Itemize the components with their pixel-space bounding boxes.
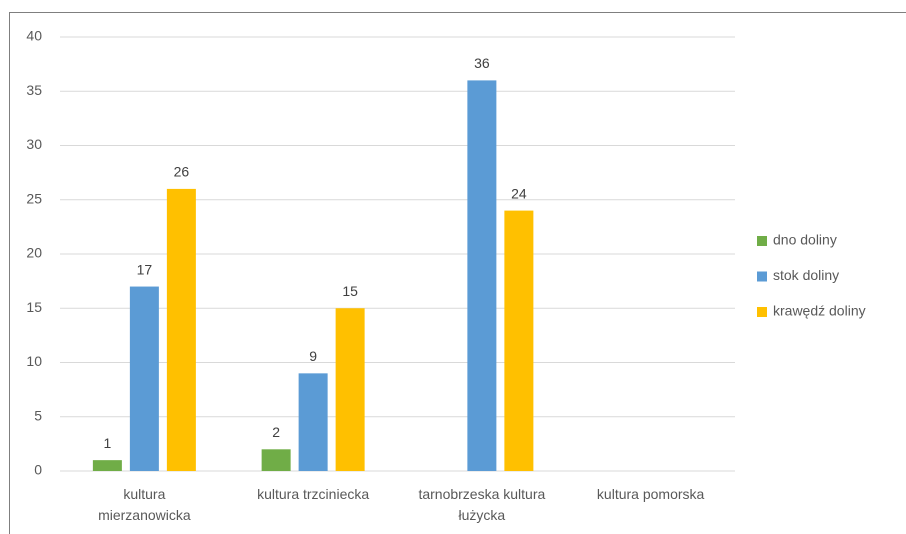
y-tick-label: 20 bbox=[26, 245, 42, 261]
y-tick-label: 5 bbox=[34, 407, 42, 423]
data-label: 1 bbox=[103, 435, 111, 451]
bar bbox=[92, 460, 122, 471]
data-label: 15 bbox=[342, 283, 358, 299]
x-tick-label: kultura mierzanowicka bbox=[98, 486, 191, 523]
bar bbox=[261, 449, 291, 471]
legend-swatch bbox=[757, 307, 767, 317]
data-label: 26 bbox=[174, 164, 190, 180]
data-label: 2 bbox=[272, 424, 280, 440]
bar bbox=[467, 80, 497, 472]
bar bbox=[129, 286, 159, 471]
y-tick-label: 25 bbox=[26, 190, 42, 206]
legend-label: dno doliny bbox=[773, 232, 837, 248]
data-label: 36 bbox=[474, 55, 490, 71]
bar bbox=[166, 188, 196, 471]
y-tick-label: 30 bbox=[26, 136, 42, 152]
x-tick-label: kultura pomorska bbox=[596, 486, 705, 502]
legend-label: stok doliny bbox=[773, 267, 839, 283]
y-tick-label: 40 bbox=[26, 28, 42, 44]
x-tick-label: tarnobrzeska kultura łużycka bbox=[418, 486, 546, 523]
data-label: 24 bbox=[511, 185, 527, 201]
bar bbox=[504, 210, 534, 471]
legend-swatch bbox=[757, 236, 767, 246]
y-tick-label: 35 bbox=[26, 82, 42, 98]
data-label: 9 bbox=[309, 348, 317, 364]
data-label: 17 bbox=[137, 261, 153, 277]
y-tick-label: 10 bbox=[26, 353, 42, 369]
chart-border bbox=[9, 12, 906, 534]
legend-swatch bbox=[757, 271, 767, 282]
bar bbox=[335, 308, 365, 471]
legend-label: krawędź doliny bbox=[773, 303, 866, 319]
x-tick-label: kultura trzciniecka bbox=[257, 486, 370, 502]
bar bbox=[298, 373, 328, 471]
y-tick-label: 15 bbox=[26, 299, 42, 315]
y-tick-label: 0 bbox=[34, 462, 42, 478]
